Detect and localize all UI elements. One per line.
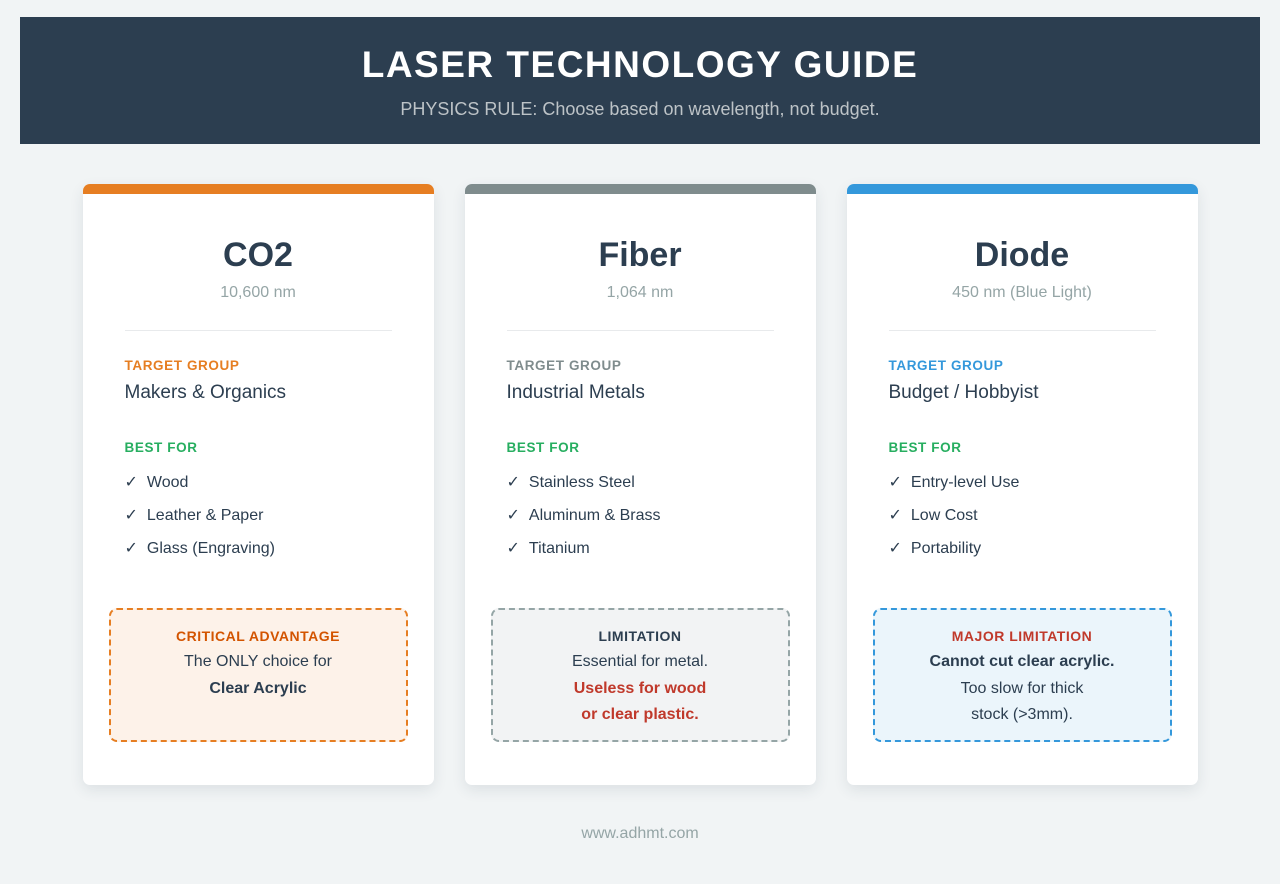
check-icon: ✓ [506, 540, 520, 558]
best-for-label: BEST FOR [124, 440, 198, 456]
list-item: ✓ Portability [889, 538, 1156, 558]
card-accent-bar [846, 184, 1198, 194]
callout-line: stock (>3mm). [971, 706, 1073, 724]
laser-card-diode: Diode 450 nm (Blue Light) TARGET GROUP B… [846, 184, 1198, 786]
page-subtitle: PHYSICS RULE: Choose based on wavelength… [400, 98, 880, 119]
list-item-label: Low Cost [910, 507, 978, 525]
card-accent-bar [464, 184, 816, 194]
card-body: Fiber 1,064 nm TARGET GROUP Industrial M… [465, 194, 816, 785]
page-title: LASER TECHNOLOGY GUIDE [361, 44, 919, 85]
footer-url: www.adhmt.com [581, 825, 699, 843]
list-item: ✓ Titanium [507, 538, 774, 558]
list-item: ✓ Stainless Steel [507, 472, 774, 492]
card-accent-bar [82, 184, 434, 194]
best-for-label: BEST FOR [888, 440, 962, 456]
card-wavelength: 1,064 nm [606, 284, 674, 302]
list-item: ✓ Glass (Engraving) [125, 538, 392, 558]
list-item-label: Leather & Paper [146, 507, 264, 525]
list-item-label: Stainless Steel [528, 474, 635, 492]
callout-line: Cannot cut clear acrylic. [929, 653, 1115, 671]
best-for-list: ✓ Wood ✓ Leather & Paper ✓ Glass (Engraving… [125, 459, 392, 558]
callout-line: Clear Acrylic [209, 679, 307, 697]
target-group-label: TARGET GROUP [888, 358, 1004, 374]
check-icon: ✓ [506, 507, 520, 525]
list-item-label: Wood [146, 474, 189, 492]
target-group-value: Budget / Hobbyist [888, 382, 1039, 404]
callout-line: Useless for wood [573, 679, 707, 697]
card-body: Diode 450 nm (Blue Light) TARGET GROUP B… [847, 194, 1198, 785]
check-icon: ✓ [124, 474, 138, 492]
best-for-list: ✓ Stainless Steel ✓ Aluminum & Brass ✓ Tita… [507, 459, 774, 558]
laser-card-co2: CO2 10,600 nm TARGET GROUP Makers & Orga… [82, 184, 434, 786]
callout-box: LIMITATION Essential for metal. Useless … [490, 608, 790, 743]
list-item-label: Titanium [528, 540, 590, 558]
callout-line: or clear plastic. [581, 706, 699, 724]
target-group-label: TARGET GROUP [506, 358, 622, 374]
list-item-label: Portability [910, 540, 982, 558]
divider [888, 330, 1156, 332]
callout-line: The ONLY choice for [184, 653, 332, 671]
check-icon: ✓ [888, 474, 902, 492]
check-icon: ✓ [124, 540, 138, 558]
list-item: ✓ Leather & Paper [125, 505, 392, 525]
divider [506, 330, 774, 332]
callout-box: MAJOR LIMITATION Cannot cut clear acryli… [872, 608, 1172, 743]
best-for-list: ✓ Entry-level Use ✓ Low Cost ✓ Portability [889, 459, 1156, 558]
callout-line: Too slow for thick [960, 679, 1084, 697]
list-item: ✓ Entry-level Use [889, 472, 1156, 492]
list-item-label: Aluminum & Brass [528, 507, 661, 525]
list-item-label: Entry-level Use [910, 474, 1020, 492]
card-title: CO2 [223, 236, 293, 274]
list-item: ✓ Aluminum & Brass [507, 505, 774, 525]
card-wavelength: 450 nm (Blue Light) [952, 284, 1092, 302]
callout-line: Essential for metal. [571, 653, 709, 671]
callout-box: CRITICAL ADVANTAGE The ONLY choice for C… [108, 608, 408, 743]
callout-title: CRITICAL ADVANTAGE [175, 628, 341, 645]
check-icon: ✓ [124, 507, 138, 525]
check-icon: ✓ [888, 540, 902, 558]
check-icon: ✓ [888, 507, 902, 525]
header-banner: LASER TECHNOLOGY GUIDE PHYSICS RULE: Cho… [20, 17, 1260, 144]
card-wavelength: 10,600 nm [220, 284, 296, 302]
list-item: ✓ Low Cost [889, 505, 1156, 525]
best-for-label: BEST FOR [506, 440, 580, 456]
check-icon: ✓ [506, 474, 520, 492]
card-title: Diode [974, 236, 1070, 274]
target-group-value: Industrial Metals [506, 382, 645, 404]
card-body: CO2 10,600 nm TARGET GROUP Makers & Orga… [83, 194, 434, 785]
target-group-value: Makers & Organics [124, 382, 287, 404]
list-item: ✓ Wood [125, 472, 392, 492]
divider [124, 330, 392, 332]
cards-row: CO2 10,600 nm TARGET GROUP Makers & Orga… [0, 184, 1280, 786]
callout-title: LIMITATION [598, 628, 682, 645]
card-title: Fiber [598, 236, 682, 274]
target-group-label: TARGET GROUP [124, 358, 240, 374]
callout-title: MAJOR LIMITATION [951, 628, 1093, 645]
list-item-label: Glass (Engraving) [146, 540, 275, 558]
laser-card-fiber: Fiber 1,064 nm TARGET GROUP Industrial M… [464, 184, 816, 786]
